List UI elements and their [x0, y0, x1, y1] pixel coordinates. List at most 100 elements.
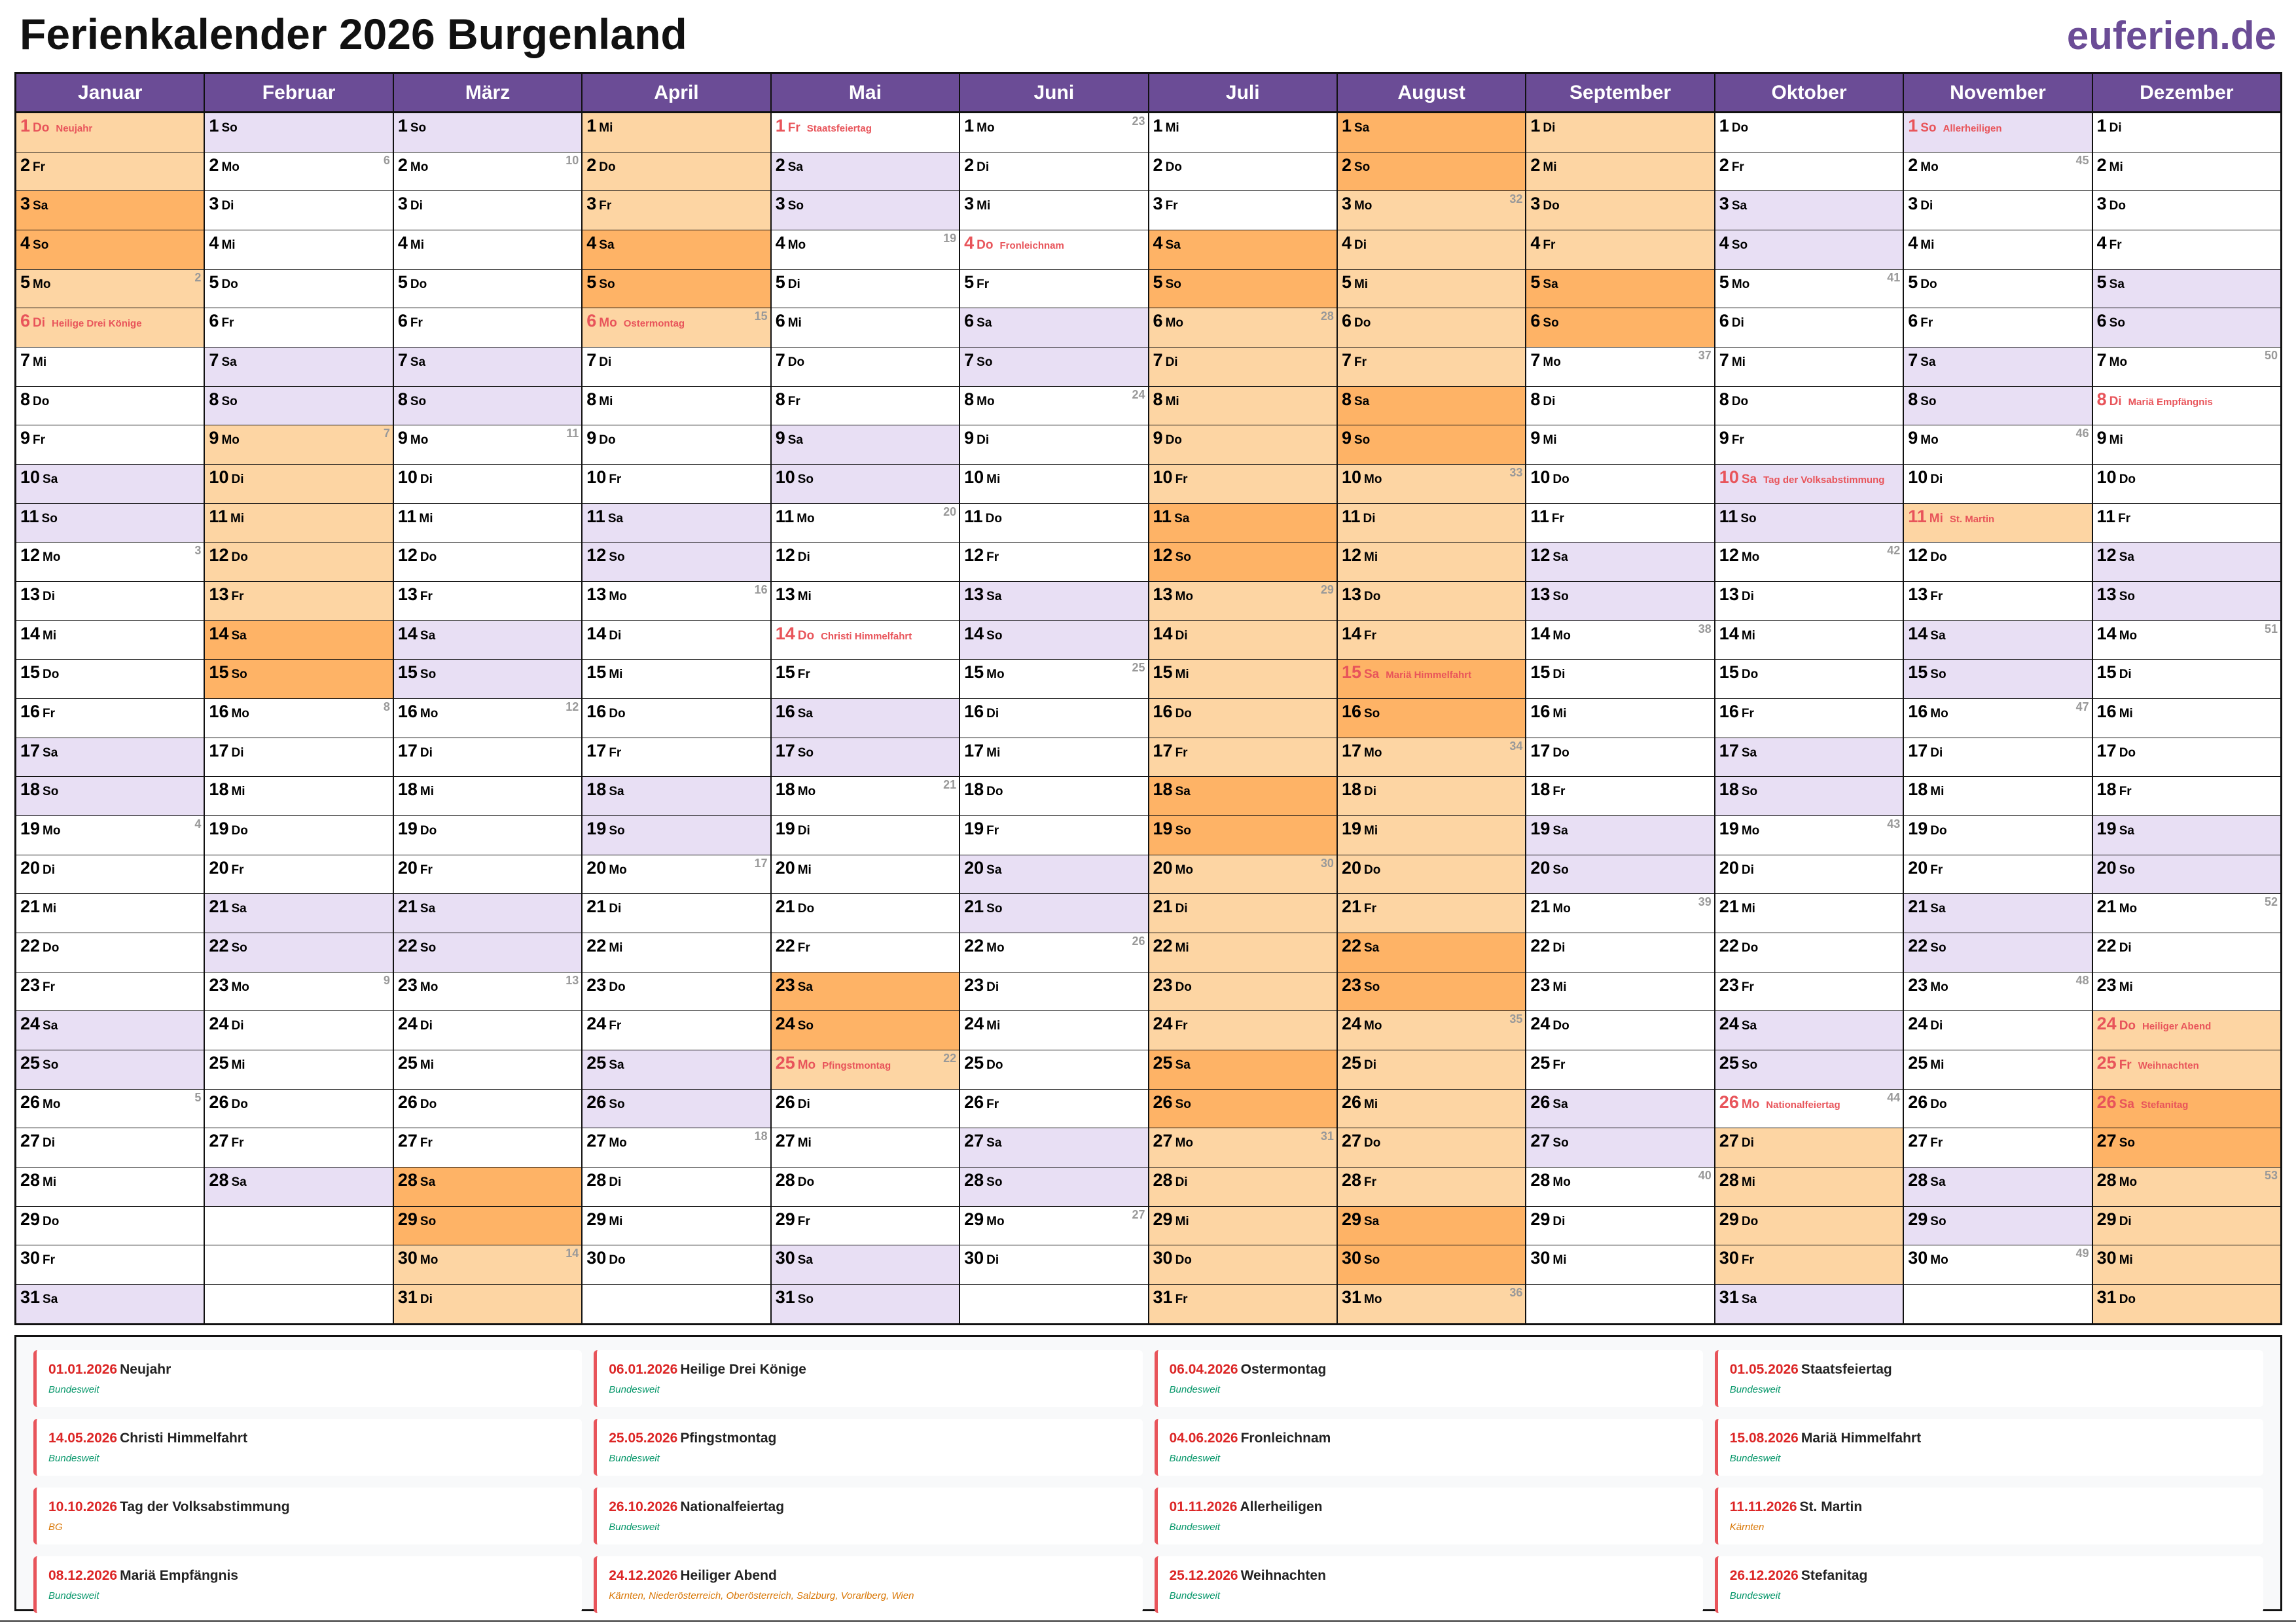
- day-cell[interactable]: 1 Sa: [1337, 113, 1526, 152]
- day-cell[interactable]: 3 Sa: [1715, 191, 1903, 231]
- day-cell[interactable]: 16 So: [1337, 699, 1526, 738]
- day-cell[interactable]: 18 Mi: [205, 777, 393, 817]
- day-cell[interactable]: 7 Sa: [1904, 348, 2092, 387]
- day-cell[interactable]: 1 Fr Staatsfeiertag: [771, 113, 960, 152]
- day-cell[interactable]: 18 Do: [960, 777, 1148, 817]
- day-cell[interactable]: 23 Di: [960, 972, 1148, 1012]
- day-cell[interactable]: 16 Do: [1149, 699, 1336, 738]
- day-cell[interactable]: 9 Do: [1149, 425, 1336, 465]
- day-cell[interactable]: 9 Mo 46: [1904, 425, 2092, 465]
- day-cell[interactable]: 31 Fr: [1149, 1285, 1336, 1323]
- day-cell[interactable]: 4 Fr: [2092, 230, 2281, 270]
- day-cell[interactable]: 28 Mi: [1715, 1168, 1903, 1207]
- day-cell[interactable]: 3 Sa: [16, 191, 204, 231]
- day-cell[interactable]: 3 Fr: [583, 191, 770, 231]
- day-cell[interactable]: 13 Do: [1337, 582, 1526, 621]
- day-cell[interactable]: 21 Mo 52: [2092, 894, 2281, 934]
- day-cell[interactable]: 20 Mo 17: [583, 855, 770, 895]
- day-cell[interactable]: 25 Do: [960, 1050, 1148, 1090]
- day-cell[interactable]: 23 Do: [583, 972, 770, 1012]
- day-cell[interactable]: 25 So: [16, 1050, 204, 1090]
- day-cell[interactable]: 20 Di: [16, 855, 204, 895]
- day-cell[interactable]: 15 So: [205, 660, 393, 700]
- day-cell[interactable]: 5 Do: [1904, 270, 2092, 309]
- day-cell[interactable]: 7 Di: [1149, 348, 1336, 387]
- day-cell[interactable]: 27 So: [2092, 1128, 2281, 1168]
- day-cell[interactable]: 16 Mi: [1526, 699, 1714, 738]
- day-cell[interactable]: 27 Mo 31: [1149, 1128, 1336, 1168]
- day-cell[interactable]: 22 Do: [16, 933, 204, 972]
- day-cell[interactable]: 1 So Allerheiligen: [1904, 113, 2092, 152]
- day-cell[interactable]: 12 Do: [393, 543, 582, 582]
- day-cell[interactable]: 30 Mi: [2092, 1245, 2281, 1285]
- day-cell[interactable]: 9 Sa: [771, 425, 960, 465]
- day-cell[interactable]: 23 Mo 48: [1904, 972, 2092, 1012]
- day-cell[interactable]: 4 Sa: [1149, 230, 1336, 270]
- day-cell[interactable]: 7 Mi: [1715, 348, 1903, 387]
- day-cell[interactable]: 8 Do: [16, 387, 204, 426]
- day-cell[interactable]: 9 Fr: [1715, 425, 1903, 465]
- day-cell[interactable]: 16 Mi: [2092, 699, 2281, 738]
- day-cell[interactable]: 6 So: [2092, 308, 2281, 348]
- day-cell[interactable]: 10 Fr: [583, 465, 770, 504]
- day-cell[interactable]: 27 Do: [1337, 1128, 1526, 1168]
- day-cell[interactable]: 27 Fr: [393, 1128, 582, 1168]
- day-cell[interactable]: 23 Mo 13: [393, 972, 582, 1012]
- day-cell[interactable]: 10 Di: [393, 465, 582, 504]
- day-cell[interactable]: 28 Sa: [205, 1168, 393, 1207]
- day-cell[interactable]: 6 Mi: [771, 308, 960, 348]
- logo[interactable]: euferien.de: [2066, 14, 2276, 58]
- day-cell[interactable]: 2 Do: [1149, 152, 1336, 192]
- day-cell[interactable]: 6 Sa: [960, 308, 1148, 348]
- day-cell[interactable]: 19 Mo 4: [16, 816, 204, 855]
- day-cell[interactable]: 31 Do: [2092, 1285, 2281, 1323]
- day-cell[interactable]: 5 Do: [205, 270, 393, 309]
- day-cell[interactable]: 25 Mi: [1904, 1050, 2092, 1090]
- day-cell[interactable]: 9 Mo 11: [393, 425, 582, 465]
- day-cell[interactable]: 20 Fr: [205, 855, 393, 895]
- day-cell[interactable]: 28 Sa: [393, 1168, 582, 1207]
- day-cell[interactable]: 25 Sa: [583, 1050, 770, 1090]
- day-cell[interactable]: 24 So: [771, 1011, 960, 1051]
- day-cell[interactable]: 14 So: [960, 620, 1148, 660]
- day-cell[interactable]: 19 Do: [205, 816, 393, 855]
- day-cell[interactable]: 18 Sa: [583, 777, 770, 817]
- day-cell[interactable]: 6 Fr: [393, 308, 582, 348]
- day-cell[interactable]: 22 Mi: [583, 933, 770, 972]
- day-cell[interactable]: 26 Sa Stefanitag: [2092, 1089, 2281, 1129]
- day-cell[interactable]: 6 Fr: [205, 308, 393, 348]
- day-cell[interactable]: 23 Fr: [1715, 972, 1903, 1012]
- day-cell[interactable]: 21 Mo 39: [1526, 894, 1714, 934]
- day-cell[interactable]: 28 Sa: [1904, 1168, 2092, 1207]
- day-cell[interactable]: 30 Do: [1149, 1245, 1336, 1285]
- day-cell[interactable]: 5 Mi: [1337, 269, 1526, 309]
- day-cell[interactable]: 21 Do: [771, 894, 960, 934]
- day-cell[interactable]: 22 Di: [2092, 933, 2281, 972]
- day-cell[interactable]: 25 Fr: [1526, 1050, 1714, 1090]
- day-cell[interactable]: 17 Mi: [960, 738, 1148, 777]
- day-cell[interactable]: 16 Sa: [771, 699, 960, 738]
- day-cell[interactable]: 24 Sa: [1715, 1011, 1903, 1051]
- day-cell[interactable]: 30 Mo 49: [1904, 1245, 2092, 1285]
- day-cell[interactable]: 27 Mo 18: [583, 1128, 770, 1168]
- day-cell[interactable]: 24 Do: [1526, 1011, 1714, 1051]
- day-cell[interactable]: 8 So: [1904, 386, 2092, 426]
- day-cell[interactable]: 10 So: [771, 465, 960, 504]
- day-cell[interactable]: 5 Di: [771, 270, 960, 309]
- day-cell[interactable]: 21 Mi: [16, 894, 204, 934]
- day-cell[interactable]: 23 Fr: [16, 972, 204, 1012]
- day-cell[interactable]: 31 Sa: [1715, 1285, 1903, 1323]
- day-cell[interactable]: 20 Mo 30: [1149, 855, 1336, 895]
- day-cell[interactable]: 21 Di: [1149, 894, 1336, 934]
- day-cell[interactable]: 7 So: [960, 348, 1148, 387]
- day-cell[interactable]: 10 Sa: [16, 465, 204, 504]
- day-cell[interactable]: 1 Di: [2092, 113, 2281, 152]
- day-cell[interactable]: 15 Di: [1526, 660, 1714, 700]
- day-cell[interactable]: 5 Mo 2: [16, 269, 204, 309]
- day-cell[interactable]: 18 Di: [1337, 777, 1526, 817]
- day-cell[interactable]: 17 Do: [1526, 738, 1714, 777]
- day-cell[interactable]: 8 Fr: [771, 387, 960, 426]
- day-cell[interactable]: 30 Fr: [16, 1245, 204, 1285]
- day-cell[interactable]: 14 Di: [583, 621, 770, 660]
- day-cell[interactable]: 20 Fr: [393, 855, 582, 895]
